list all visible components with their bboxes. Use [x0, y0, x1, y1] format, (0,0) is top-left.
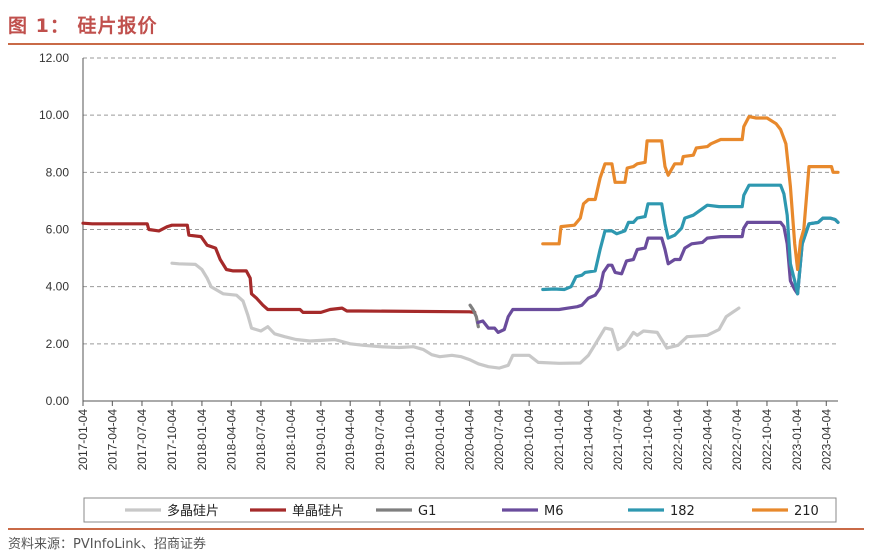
x-tick-label: 2019-04-04: [343, 409, 357, 471]
axes: [82, 58, 838, 402]
title-rule: [8, 43, 864, 45]
x-tick-label: 2022-04-04: [700, 409, 714, 471]
y-tick-label: 10.00: [39, 108, 69, 122]
y-tick-label: 6.00: [46, 223, 70, 237]
series-line-3: [476, 216, 840, 334]
legend-label-0: 多晶硅片: [167, 503, 219, 519]
x-tick-label: 2020-10-04: [522, 409, 536, 471]
x-tick-label: 2017-04-04: [105, 409, 119, 471]
x-tick-label: 2021-07-04: [611, 409, 625, 471]
figure-title: 图 1： 硅片报价: [8, 15, 158, 37]
x-tick-label: 2021-10-04: [641, 409, 655, 471]
x-tick-label: 2022-10-04: [760, 409, 774, 471]
series-line-1: [81, 221, 477, 314]
legend: 多晶硅片 单晶硅片 G1 M6 182 210: [83, 497, 837, 523]
series-line-5: [541, 114, 840, 272]
x-tick-label: 2023-04-04: [819, 409, 833, 471]
legend-label-3: M6: [544, 504, 564, 519]
y-tick-label: 4.00: [46, 280, 70, 294]
x-tick-label: 2021-04-04: [581, 409, 595, 471]
x-tick-label: 2019-01-04: [314, 409, 328, 471]
x-tick-label: 2022-01-04: [671, 409, 685, 471]
x-tick-label: 2017-07-04: [135, 409, 149, 471]
series-lines: [81, 114, 840, 370]
x-tick-label: 2023-01-04: [790, 409, 804, 471]
series-line-0: [170, 261, 741, 370]
y-tick-label: 8.00: [46, 165, 70, 179]
x-tick-label: 2017-01-04: [76, 409, 90, 471]
x-tick-label: 2019-10-04: [403, 409, 417, 471]
legend-label-5: 210: [794, 504, 819, 519]
series-line-4: [541, 183, 840, 296]
x-tick-label: 2019-07-04: [373, 409, 387, 471]
legend-label-2: G1: [418, 504, 436, 519]
x-tick-label: 2018-07-04: [254, 409, 268, 471]
x-tick-label: 2022-07-04: [730, 409, 744, 471]
grid-lines: [83, 57, 838, 345]
x-tick-label: 2018-01-04: [195, 409, 209, 471]
x-tick-label: 2018-10-04: [284, 409, 298, 471]
x-tick-label: 2020-01-04: [433, 409, 447, 471]
x-tick-label: 2017-10-04: [165, 409, 179, 471]
x-tick-label: 2018-04-04: [224, 409, 238, 471]
y-axis-ticks: 0.00 2.00 4.00 6.00 8.00 10.00 12.00: [39, 51, 69, 408]
y-tick-label: 2.00: [46, 337, 70, 351]
x-tick-label: 2020-04-04: [462, 409, 476, 471]
bottom-rule: [8, 528, 864, 530]
source-note: 资料来源：PVInfoLink、招商证券: [8, 537, 206, 552]
legend-label-1: 单晶硅片: [292, 504, 344, 519]
legend-box: [83, 497, 837, 523]
x-tick-label: 2021-01-04: [552, 409, 566, 471]
y-tick-label: 0.00: [46, 394, 70, 408]
y-tick-label: 12.00: [39, 51, 69, 65]
x-axis-ticks: 2017-01-04 2017-04-04 2017-07-04 2017-10-04…: [76, 401, 833, 470]
legend-label-4: 182: [670, 504, 695, 519]
x-tick-label: 2020-07-04: [492, 409, 506, 471]
